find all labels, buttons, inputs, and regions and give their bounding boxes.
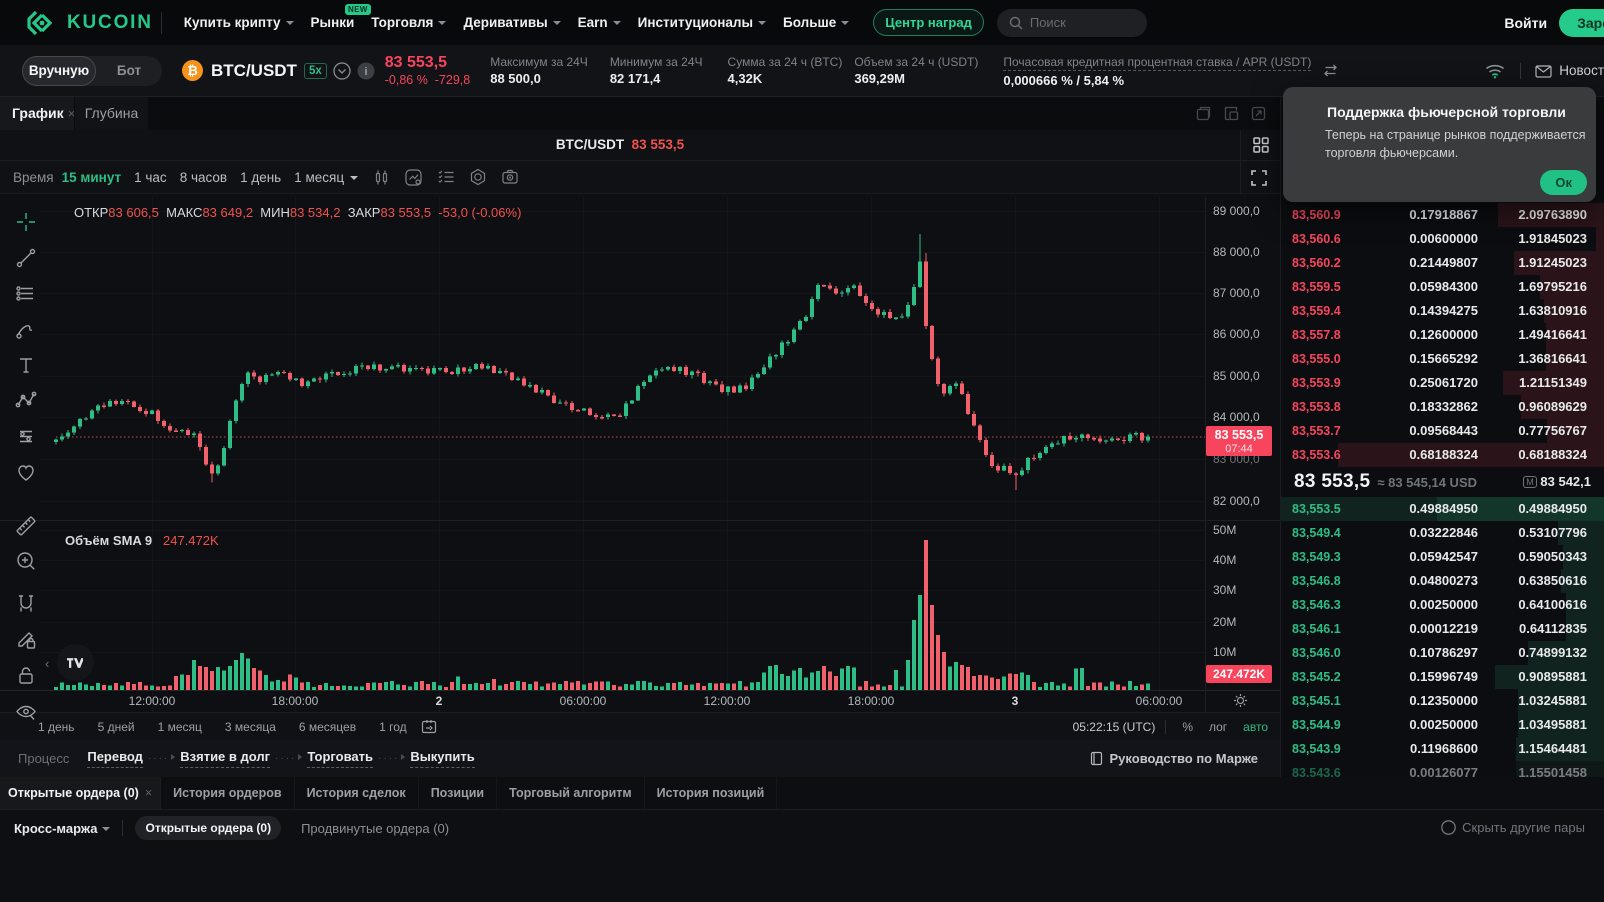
svg-text:₿: ₿ (187, 63, 198, 78)
svg-text:i: i (364, 66, 367, 78)
